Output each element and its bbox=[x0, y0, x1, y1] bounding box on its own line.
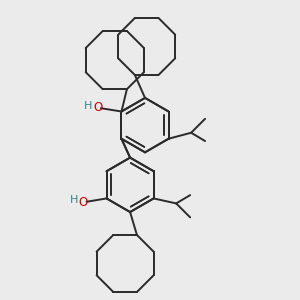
Text: O: O bbox=[79, 196, 88, 209]
Text: H: H bbox=[84, 100, 92, 110]
Text: O: O bbox=[93, 101, 102, 114]
Text: H: H bbox=[70, 195, 78, 205]
